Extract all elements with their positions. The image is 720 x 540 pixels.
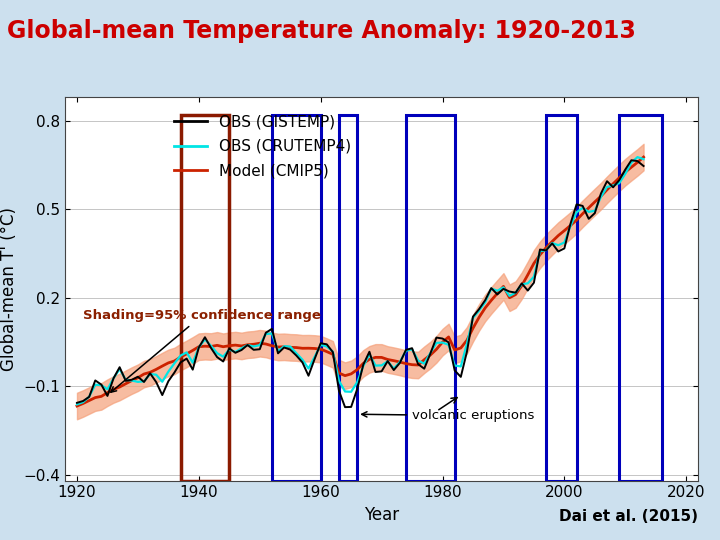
Model (CMIP5) bbox=[292, 345, 301, 351]
Text: Shading=95% confidence range: Shading=95% confidence range bbox=[83, 309, 321, 392]
Text: Global-mean Temperature Anomaly: 1920-2013: Global-mean Temperature Anomaly: 1920-20… bbox=[7, 19, 636, 43]
Model (CMIP5) bbox=[170, 357, 179, 364]
Line: OBS (GISTEMP): OBS (GISTEMP) bbox=[77, 160, 644, 407]
OBS (CRUTEMP4) bbox=[170, 360, 179, 367]
Bar bbox=[619, 115, 662, 481]
Line: OBS (CRUTEMP4): OBS (CRUTEMP4) bbox=[77, 157, 644, 404]
OBS (CRUTEMP4) bbox=[219, 354, 228, 360]
OBS (GISTEMP) bbox=[292, 352, 301, 359]
Model (CMIP5) bbox=[639, 154, 648, 160]
Bar bbox=[181, 115, 229, 481]
Model (CMIP5) bbox=[414, 362, 423, 368]
X-axis label: Year: Year bbox=[364, 506, 399, 524]
OBS (GISTEMP) bbox=[73, 400, 81, 406]
OBS (GISTEMP) bbox=[627, 157, 636, 164]
OBS (CRUTEMP4) bbox=[499, 284, 508, 291]
OBS (CRUTEMP4) bbox=[310, 354, 319, 360]
OBS (GISTEMP) bbox=[219, 358, 228, 365]
Model (CMIP5) bbox=[219, 343, 228, 350]
Text: volcanic eruptions: volcanic eruptions bbox=[361, 409, 534, 422]
Bar bbox=[272, 115, 320, 481]
Model (CMIP5) bbox=[310, 345, 319, 352]
Model (CMIP5) bbox=[499, 283, 508, 289]
OBS (GISTEMP) bbox=[639, 163, 648, 169]
OBS (CRUTEMP4) bbox=[633, 154, 642, 160]
OBS (GISTEMP) bbox=[341, 404, 349, 410]
OBS (CRUTEMP4) bbox=[73, 401, 81, 408]
Model (CMIP5) bbox=[73, 403, 81, 409]
Text: Dai et al. (2015): Dai et al. (2015) bbox=[559, 509, 698, 524]
OBS (CRUTEMP4) bbox=[414, 357, 423, 364]
OBS (GISTEMP) bbox=[310, 356, 319, 362]
Y-axis label: Global-mean T' (°C): Global-mean T' (°C) bbox=[0, 207, 17, 371]
OBS (GISTEMP) bbox=[505, 288, 514, 295]
OBS (CRUTEMP4) bbox=[292, 350, 301, 356]
Bar bbox=[546, 115, 577, 481]
OBS (CRUTEMP4) bbox=[639, 156, 648, 163]
Bar bbox=[406, 115, 455, 481]
OBS (GISTEMP) bbox=[420, 366, 428, 372]
Line: Model (CMIP5): Model (CMIP5) bbox=[77, 157, 644, 406]
OBS (GISTEMP) bbox=[170, 369, 179, 376]
Legend: OBS (GISTEMP), OBS (CRUTEMP4), Model (CMIP5): OBS (GISTEMP), OBS (CRUTEMP4), Model (CM… bbox=[168, 109, 358, 184]
Bar bbox=[339, 115, 357, 481]
